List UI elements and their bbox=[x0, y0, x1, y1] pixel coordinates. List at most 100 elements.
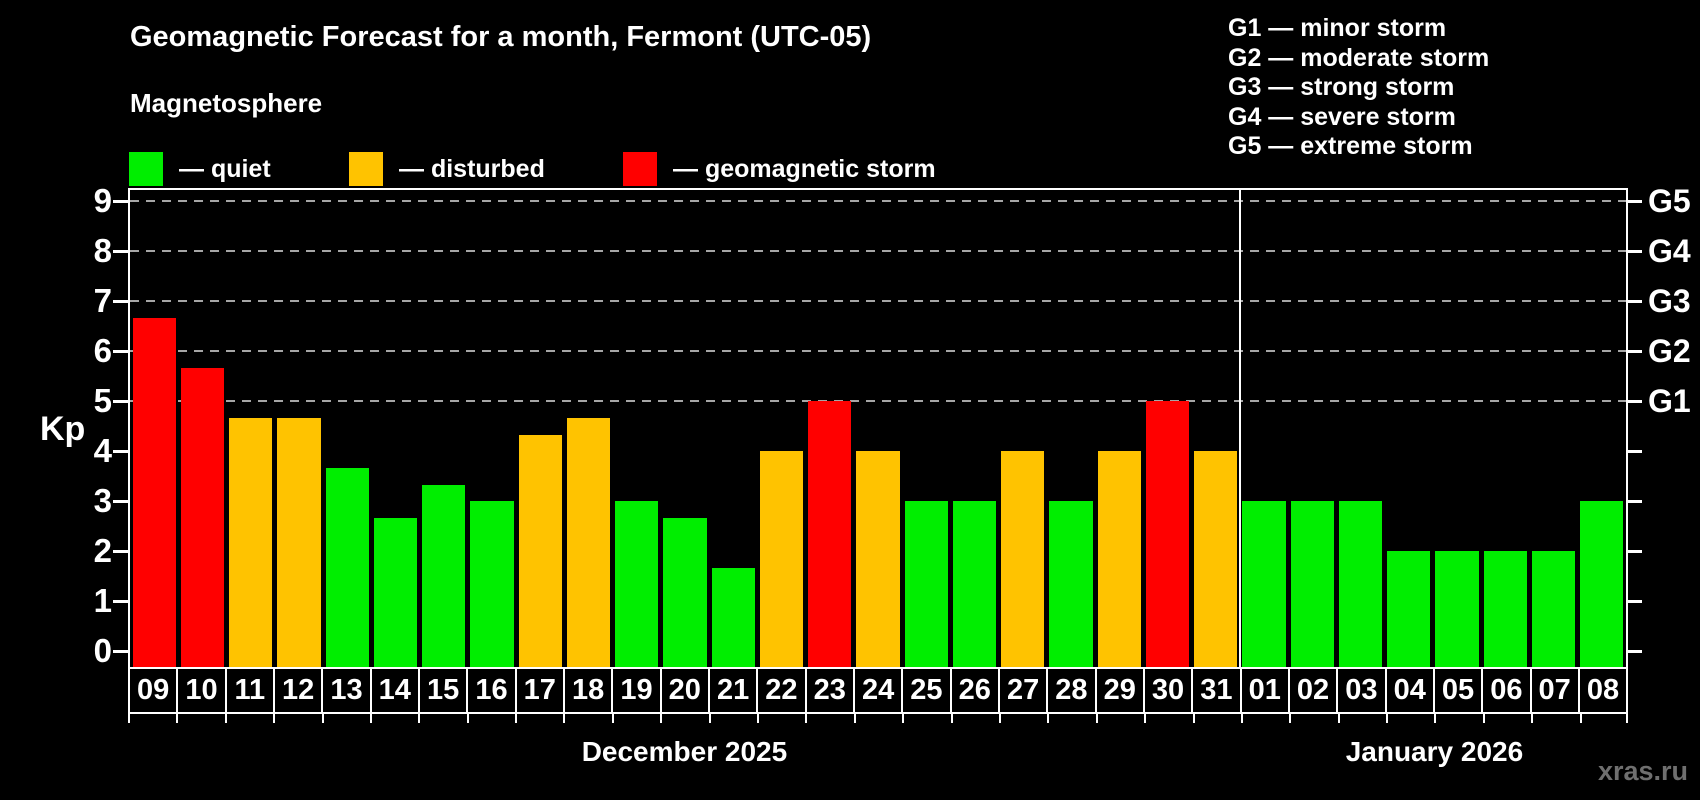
kp-bar bbox=[952, 501, 997, 667]
date-boundary-tick bbox=[853, 714, 856, 723]
date-boundary-tick bbox=[321, 714, 324, 723]
kp-bar bbox=[132, 317, 176, 667]
date-cell: 26 bbox=[952, 669, 1000, 712]
kp-bar bbox=[180, 367, 224, 667]
date-boundary-tick bbox=[611, 714, 614, 723]
chart-title: Geomagnetic Forecast for a month, Fermon… bbox=[130, 21, 872, 53]
date-boundary-tick bbox=[1047, 714, 1050, 723]
right-axis-tick bbox=[1628, 550, 1642, 553]
month-label: January 2026 bbox=[1345, 736, 1524, 767]
y-axis-tick bbox=[113, 350, 128, 353]
kp-bar bbox=[325, 467, 369, 667]
gridline-kp-6 bbox=[130, 350, 1626, 352]
y-axis-tick-label: 5 bbox=[93, 382, 112, 419]
date-cell: 08 bbox=[1586, 674, 1620, 706]
date-cell: 21 bbox=[710, 669, 759, 712]
y-axis-label: Kp bbox=[40, 410, 86, 448]
kp-bar bbox=[1435, 551, 1479, 667]
kp-bar bbox=[1097, 451, 1141, 667]
y-axis-tick-label: 4 bbox=[93, 432, 112, 469]
y-axis-tick bbox=[113, 300, 128, 303]
kp-bar bbox=[566, 417, 611, 667]
kp-bar bbox=[808, 401, 852, 667]
date-boundary-tick bbox=[1192, 714, 1195, 723]
kp-bar bbox=[422, 484, 466, 667]
date-boundary-tick bbox=[1337, 714, 1340, 723]
kp-bar bbox=[1580, 501, 1624, 667]
y-axis-tick-label: 2 bbox=[93, 532, 112, 569]
date-boundary-tick bbox=[176, 714, 179, 723]
plot-inner bbox=[130, 190, 1626, 667]
date-cell: 19 bbox=[613, 669, 662, 712]
date-boundary-tick bbox=[1386, 714, 1389, 723]
y-axis-tick bbox=[113, 400, 128, 403]
y-axis-tick-label: 8 bbox=[93, 232, 112, 269]
date-boundary-tick bbox=[805, 714, 808, 723]
gridline-kp-8 bbox=[130, 250, 1626, 252]
date-cell: 06 bbox=[1483, 669, 1532, 712]
right-axis-tick bbox=[1628, 500, 1642, 503]
right-axis-tick bbox=[1628, 600, 1642, 603]
date-cell: 13 bbox=[323, 669, 372, 712]
kp-bar bbox=[1387, 551, 1431, 667]
date-boundary-tick bbox=[1289, 714, 1292, 723]
date-cell: 12 bbox=[275, 669, 324, 712]
date-boundary-tick bbox=[1095, 714, 1098, 723]
date-boundary-tick bbox=[1240, 714, 1243, 723]
legend-label-storm: — geomagnetic storm bbox=[673, 155, 936, 183]
kp-bar bbox=[277, 417, 321, 667]
date-cell: 27 bbox=[1000, 669, 1049, 712]
y-axis-tick-label: 0 bbox=[93, 632, 112, 669]
date-cell: 30 bbox=[1145, 669, 1194, 712]
date-boundary-tick bbox=[950, 714, 953, 723]
date-cell: 14 bbox=[372, 669, 420, 712]
kp-bar bbox=[904, 501, 948, 667]
kp-bar bbox=[1531, 551, 1576, 667]
y-axis-tick bbox=[113, 650, 128, 653]
right-axis-tick bbox=[1628, 400, 1642, 403]
y-axis-tick-label: 7 bbox=[93, 282, 112, 319]
legend-swatch-quiet bbox=[129, 152, 163, 186]
g-scale-item: G3 — strong storm bbox=[1228, 73, 1455, 101]
date-cell: 05 bbox=[1435, 669, 1484, 712]
kp-bar bbox=[1338, 501, 1383, 667]
date-boundary-tick bbox=[757, 714, 760, 723]
plot-area bbox=[128, 188, 1628, 667]
g-axis-label: G5 bbox=[1648, 183, 1691, 219]
watermark: xras.ru bbox=[1597, 756, 1688, 786]
y-axis-tick-label: 1 bbox=[93, 582, 112, 619]
g-axis-label: G3 bbox=[1648, 283, 1691, 319]
date-boundary-tick bbox=[128, 714, 130, 723]
date-boundary-tick bbox=[466, 714, 469, 723]
gridline-kp-5 bbox=[130, 400, 1626, 402]
date-boundary-tick bbox=[224, 714, 227, 723]
y-axis-tick-label: 3 bbox=[93, 482, 112, 519]
date-boundary-tick bbox=[1626, 714, 1628, 723]
right-axis-tick bbox=[1628, 200, 1642, 203]
date-cell: 28 bbox=[1048, 669, 1097, 712]
y-axis-tick-label: 6 bbox=[93, 332, 112, 369]
date-boundary-tick bbox=[660, 714, 663, 723]
right-axis-tick bbox=[1628, 300, 1642, 303]
date-cell: 22 bbox=[758, 669, 807, 712]
kp-bar bbox=[1483, 551, 1527, 667]
date-cell: 25 bbox=[903, 669, 952, 712]
date-boundary-tick bbox=[1144, 714, 1147, 723]
date-cell: 02 bbox=[1290, 669, 1339, 712]
kp-bar bbox=[615, 501, 659, 667]
date-cell: 23 bbox=[807, 669, 855, 712]
chart-subtitle: Magnetosphere bbox=[130, 88, 323, 118]
kp-bar bbox=[759, 451, 804, 667]
g-axis-label: G4 bbox=[1648, 233, 1691, 269]
date-cell: 03 bbox=[1338, 669, 1387, 712]
y-axis-tick bbox=[113, 500, 128, 503]
month-label: December 2025 bbox=[581, 736, 788, 767]
g-scale-item: G2 — moderate storm bbox=[1228, 43, 1490, 72]
date-cell: 07 bbox=[1532, 669, 1580, 712]
month-separator-line bbox=[1238, 190, 1241, 667]
date-cell: 15 bbox=[420, 669, 469, 712]
kp-bar bbox=[518, 434, 562, 667]
y-axis-tick-label: 9 bbox=[93, 182, 112, 219]
legend-label-disturbed: — disturbed bbox=[399, 155, 545, 183]
